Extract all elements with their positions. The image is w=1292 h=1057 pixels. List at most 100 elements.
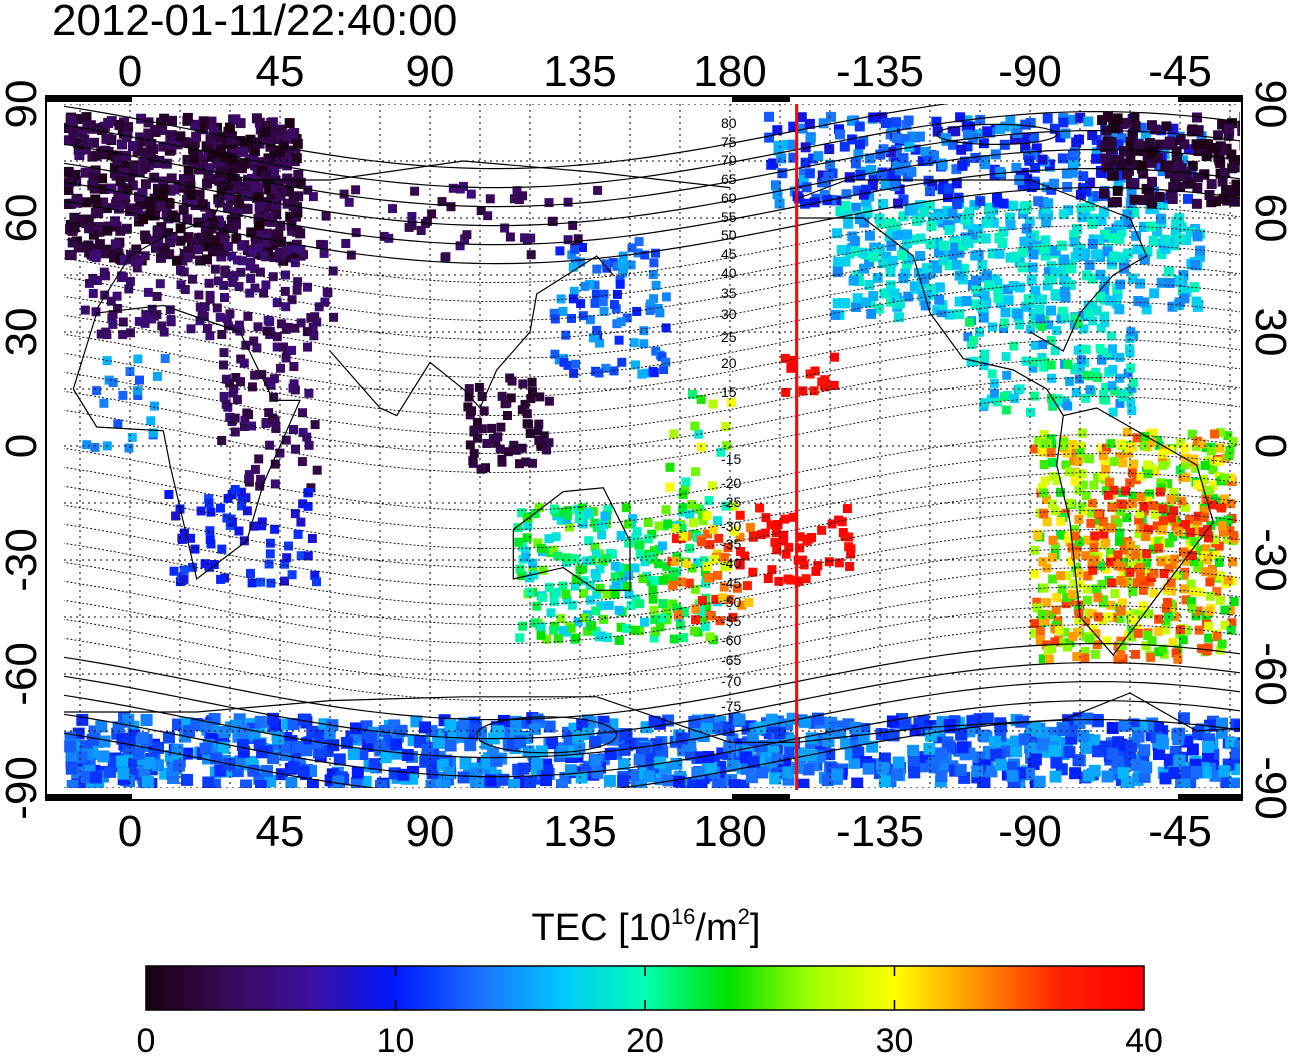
tec-patch bbox=[786, 363, 796, 373]
tec-patch bbox=[970, 152, 981, 163]
tec-patch bbox=[1175, 182, 1186, 193]
tec-patch bbox=[1116, 650, 1126, 660]
tec-patch bbox=[887, 255, 898, 266]
tec-patch bbox=[794, 576, 804, 586]
tec-patch bbox=[205, 331, 215, 341]
tec-patch bbox=[118, 330, 128, 340]
tec-patch bbox=[248, 248, 258, 258]
tec-patch bbox=[1226, 499, 1236, 509]
tec-patch bbox=[263, 212, 274, 223]
tec-patch bbox=[716, 447, 726, 457]
tec-patch bbox=[1056, 530, 1066, 540]
tec-patch bbox=[801, 182, 812, 193]
tec-patch bbox=[297, 457, 307, 467]
tec-patch bbox=[1058, 117, 1069, 128]
tec-patch bbox=[1117, 641, 1127, 650]
tec-patch bbox=[1002, 370, 1012, 380]
tec-patch bbox=[672, 603, 682, 613]
tec-patch bbox=[1110, 386, 1120, 396]
tec-patch bbox=[285, 776, 298, 788]
tec-patch bbox=[719, 582, 729, 592]
tec-patch bbox=[622, 624, 632, 633]
tec-patch bbox=[236, 487, 246, 497]
tec-patch bbox=[942, 206, 953, 217]
tec-patch bbox=[120, 190, 131, 201]
tec-patch bbox=[981, 712, 994, 725]
tec-patch bbox=[1029, 753, 1042, 766]
tec-patch bbox=[590, 298, 600, 308]
tec-patch bbox=[1003, 295, 1014, 306]
tec-patch bbox=[520, 399, 530, 409]
tec-patch bbox=[1154, 536, 1164, 546]
tec-patch bbox=[1093, 593, 1103, 602]
lat-tick-right: -60 bbox=[1246, 642, 1292, 706]
tec-patch bbox=[303, 501, 313, 511]
tec-patch bbox=[1231, 763, 1240, 776]
tec-patch bbox=[82, 440, 92, 450]
tec-patch bbox=[947, 208, 958, 219]
tec-patch bbox=[365, 731, 378, 744]
tec-patch bbox=[327, 739, 340, 752]
tec-patch bbox=[1189, 454, 1199, 464]
tec-patch bbox=[138, 214, 149, 225]
tec-patch bbox=[1099, 284, 1109, 295]
tec-patch bbox=[1154, 614, 1164, 624]
colorbar-tick-label: 20 bbox=[626, 1022, 664, 1057]
tec-patch bbox=[1039, 430, 1049, 440]
tec-patch bbox=[140, 714, 153, 726]
tec-patch bbox=[1191, 611, 1201, 621]
tec-patch bbox=[1130, 121, 1141, 132]
tec-patch bbox=[522, 533, 532, 543]
tec-patch bbox=[573, 234, 583, 244]
mlat-label: 50 bbox=[721, 227, 737, 243]
tec-patch bbox=[520, 233, 530, 243]
tec-patch bbox=[183, 165, 194, 176]
tec-patch bbox=[1092, 191, 1103, 201]
tec-patch bbox=[179, 267, 189, 277]
tec-patch bbox=[1021, 301, 1032, 312]
tec-patch bbox=[1239, 140, 1240, 151]
tec-patch bbox=[891, 117, 901, 128]
lon-tick-bottom: 45 bbox=[256, 807, 305, 856]
tec-patch bbox=[820, 177, 831, 188]
tec-patch bbox=[1135, 571, 1145, 581]
tec-patch bbox=[920, 146, 931, 157]
tec-patch bbox=[390, 738, 403, 751]
tec-patch bbox=[804, 118, 815, 129]
tec-patch bbox=[1175, 233, 1185, 244]
tec-patch bbox=[1191, 526, 1201, 536]
tec-patch bbox=[1014, 256, 1025, 267]
tec-patch bbox=[585, 595, 595, 605]
tec-patch bbox=[302, 327, 312, 337]
lon-tick-bottom: -135 bbox=[836, 807, 924, 856]
tec-patch bbox=[888, 169, 899, 180]
tec-patch bbox=[526, 233, 536, 243]
tec-patch bbox=[703, 529, 713, 539]
tec-patch bbox=[551, 532, 561, 542]
tec-patch bbox=[1037, 321, 1047, 331]
tec-patch bbox=[1109, 485, 1119, 495]
tec-patch bbox=[1114, 304, 1125, 315]
tec-patch bbox=[1164, 278, 1175, 288]
tec-patch bbox=[908, 766, 921, 779]
tec-patch bbox=[108, 319, 118, 329]
tec-patch bbox=[678, 633, 688, 643]
tec-patch bbox=[239, 536, 249, 546]
tec-patch bbox=[167, 210, 178, 221]
tec-patch bbox=[1099, 529, 1109, 539]
tec-patch bbox=[678, 531, 688, 541]
tec-patch bbox=[1046, 261, 1057, 272]
tec-patch bbox=[99, 248, 110, 259]
tec-patch bbox=[218, 151, 229, 162]
tec-patch bbox=[1115, 614, 1125, 624]
tec-patch bbox=[596, 521, 606, 531]
tec-patch bbox=[133, 386, 142, 396]
tec-patch bbox=[1042, 113, 1053, 124]
tec-patch bbox=[1132, 730, 1145, 743]
tec-patch bbox=[687, 563, 697, 573]
tec-patch bbox=[438, 779, 451, 788]
tec-patch bbox=[287, 718, 300, 730]
tec-patch bbox=[746, 771, 758, 784]
tec-patch bbox=[119, 167, 130, 178]
tec-patch bbox=[551, 587, 561, 597]
